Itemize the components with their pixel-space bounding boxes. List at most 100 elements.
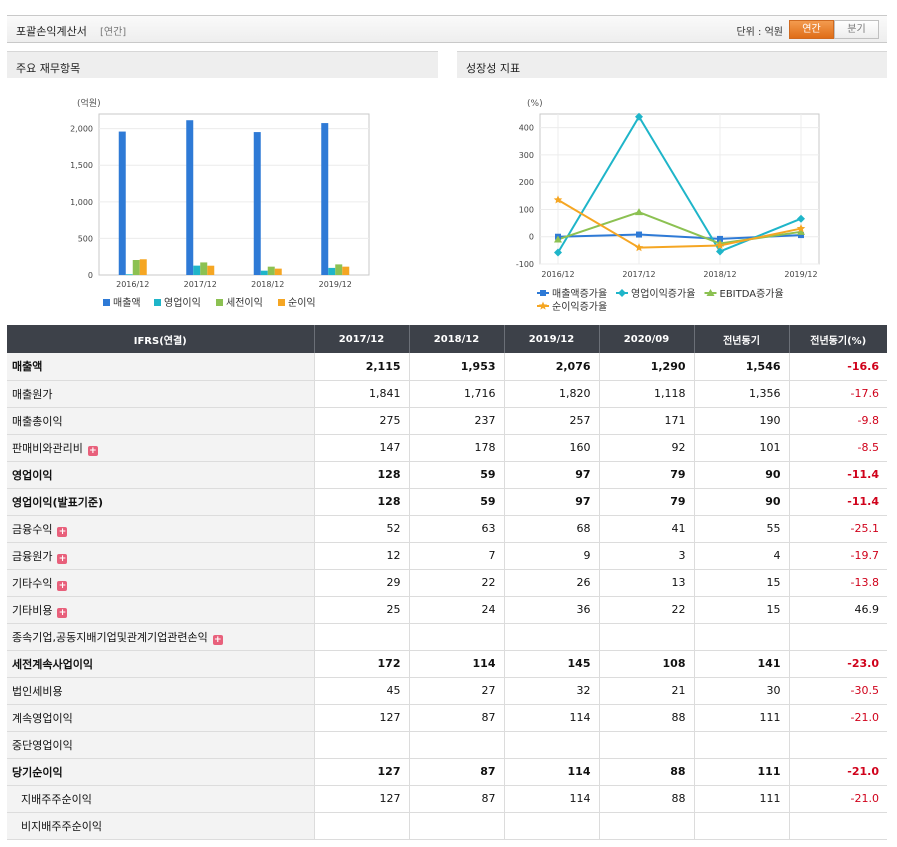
row-label: 금융원가 bbox=[12, 549, 53, 563]
income-statement-table: IFRS(연결) 2017/12 2018/12 2019/12 2020/09 전년동기… bbox=[7, 325, 887, 840]
row-label: 지배주주순이익 bbox=[21, 792, 92, 806]
value-cell bbox=[694, 623, 790, 651]
table-row: 매출총이익 275 237 257 171 190 -9.8 bbox=[7, 407, 887, 435]
value-cell: 12 bbox=[314, 542, 410, 570]
line-x-tick-label: 2016/12 bbox=[541, 270, 574, 279]
value-cell: -21.0 bbox=[789, 704, 887, 732]
row-label-cell: 매출액 bbox=[7, 353, 315, 381]
table-row: 지배주주순이익 127 87 114 88 111 -21.0 bbox=[7, 785, 887, 813]
bar-chart-svg: (억원) 0 500 1,000 1,500 2,000 2016/12 2017/12 201… bbox=[70, 97, 370, 309]
row-label-cell: 법인세비용 bbox=[7, 677, 315, 705]
value-cell: -16.6 bbox=[789, 353, 887, 381]
growth-panel-header: 성장성 지표 bbox=[457, 51, 887, 78]
value-cell bbox=[504, 812, 600, 840]
row-label: 기타수익 bbox=[12, 576, 53, 590]
value-cell: 1,841 bbox=[314, 380, 410, 408]
column-header-6: 전년동기(%) bbox=[789, 325, 887, 353]
bar-plot-area bbox=[98, 113, 370, 276]
value-cell: -13.8 bbox=[789, 569, 887, 597]
quarterly-toggle-button[interactable]: 분기 bbox=[834, 20, 879, 39]
line-legend-label: 순이익증가율 bbox=[552, 301, 607, 313]
line-point-marker bbox=[715, 241, 725, 250]
value-cell bbox=[409, 731, 505, 759]
value-cell: 1,820 bbox=[504, 380, 600, 408]
value-cell bbox=[314, 812, 410, 840]
line-legend-label: EBITDA증가율 bbox=[720, 288, 784, 300]
table-row: 계속영업이익 127 87 114 88 111 -21.0 bbox=[7, 704, 887, 732]
bar-legend-label: 영업이익 bbox=[164, 296, 201, 309]
value-cell: 127 bbox=[314, 758, 410, 786]
line-point-marker bbox=[716, 247, 724, 256]
value-cell bbox=[314, 623, 410, 651]
row-label: 판매비와관리비 bbox=[12, 441, 83, 455]
value-cell: 90 bbox=[694, 488, 790, 516]
value-cell: -17.6 bbox=[789, 380, 887, 408]
value-cell: 25 bbox=[314, 596, 410, 624]
row-label: 중단영업이익 bbox=[12, 738, 73, 752]
row-label-cell: 중단영업이익 bbox=[7, 731, 315, 759]
value-cell: 29 bbox=[314, 569, 410, 597]
table-row: 비지배주주순이익 bbox=[7, 812, 887, 840]
period-toggle: 연간 분기 bbox=[789, 20, 879, 39]
value-cell: 45 bbox=[314, 677, 410, 705]
value-cell: 88 bbox=[599, 758, 695, 786]
expand-row-icon[interactable]: + bbox=[57, 607, 68, 618]
value-cell: 59 bbox=[409, 488, 505, 516]
bar-chart-unit-label: (억원) bbox=[77, 97, 101, 109]
expand-row-icon[interactable]: + bbox=[87, 445, 98, 456]
value-cell: 1,118 bbox=[599, 380, 695, 408]
column-header-5: 전년동기 bbox=[694, 325, 790, 353]
annual-toggle-button[interactable]: 연간 bbox=[789, 20, 834, 39]
value-cell bbox=[599, 623, 695, 651]
line-point-marker bbox=[554, 248, 562, 257]
expand-row-icon[interactable]: + bbox=[212, 634, 223, 645]
row-label: 기타비용 bbox=[12, 603, 53, 617]
table-row: 종속기업,공동지배기업및관계기업관련손익 + bbox=[7, 623, 887, 651]
bar-세전이익 bbox=[335, 264, 343, 275]
value-cell: 1,716 bbox=[409, 380, 505, 408]
row-label: 세전계속사업이익 bbox=[12, 657, 93, 671]
value-cell: 79 bbox=[599, 461, 695, 489]
line-point-marker bbox=[553, 195, 563, 204]
value-cell: 128 bbox=[314, 488, 410, 516]
expand-row-icon[interactable]: + bbox=[57, 580, 68, 591]
value-cell: -11.4 bbox=[789, 488, 887, 516]
row-label-cell: 당기순이익 bbox=[7, 758, 315, 786]
value-cell: -21.0 bbox=[789, 785, 887, 813]
value-cell bbox=[694, 731, 790, 759]
value-cell: 22 bbox=[599, 596, 695, 624]
value-cell: 59 bbox=[409, 461, 505, 489]
line-point-marker bbox=[717, 235, 723, 242]
bar-x-tick-label: 2018/12 bbox=[251, 280, 284, 289]
bar-매출액 bbox=[118, 131, 126, 275]
value-cell: 32 bbox=[504, 677, 600, 705]
row-label: 계속영업이익 bbox=[12, 711, 73, 725]
table-row: 영업이익 128 59 97 79 90 -11.4 bbox=[7, 461, 887, 489]
value-cell: 68 bbox=[504, 515, 600, 543]
value-cell: -19.7 bbox=[789, 542, 887, 570]
value-cell: 52 bbox=[314, 515, 410, 543]
growth-line-chart: (%) -100 0 100 200 300 400 2016/12 2017/12 2018/1… bbox=[457, 86, 887, 318]
expand-row-icon[interactable]: + bbox=[57, 526, 68, 537]
line-point-marker bbox=[540, 290, 546, 296]
bar-x-tick-label: 2017/12 bbox=[184, 280, 217, 289]
line-x-tick-label: 2018/12 bbox=[703, 270, 736, 279]
expand-row-icon[interactable]: + bbox=[57, 553, 68, 564]
value-cell: 160 bbox=[504, 434, 600, 462]
row-label: 영업이익 bbox=[12, 468, 53, 482]
value-cell bbox=[599, 812, 695, 840]
value-cell: 88 bbox=[599, 704, 695, 732]
row-label-cell: 지배주주순이익 bbox=[7, 785, 315, 813]
statement-title: 포괄손익계산서 bbox=[16, 25, 87, 38]
value-cell: 90 bbox=[694, 461, 790, 489]
bar-x-tick-label: 2019/12 bbox=[319, 280, 352, 289]
value-cell: 114 bbox=[504, 758, 600, 786]
value-cell: 111 bbox=[694, 758, 790, 786]
bar-legend-swatch bbox=[278, 299, 285, 306]
value-cell: -8.5 bbox=[789, 434, 887, 462]
bar-x-tick-label: 2016/12 bbox=[116, 280, 149, 289]
value-cell bbox=[409, 812, 505, 840]
line-series-영업이익증가율 bbox=[557, 114, 802, 254]
value-cell: 87 bbox=[409, 704, 505, 732]
value-cell: 172 bbox=[314, 650, 410, 678]
